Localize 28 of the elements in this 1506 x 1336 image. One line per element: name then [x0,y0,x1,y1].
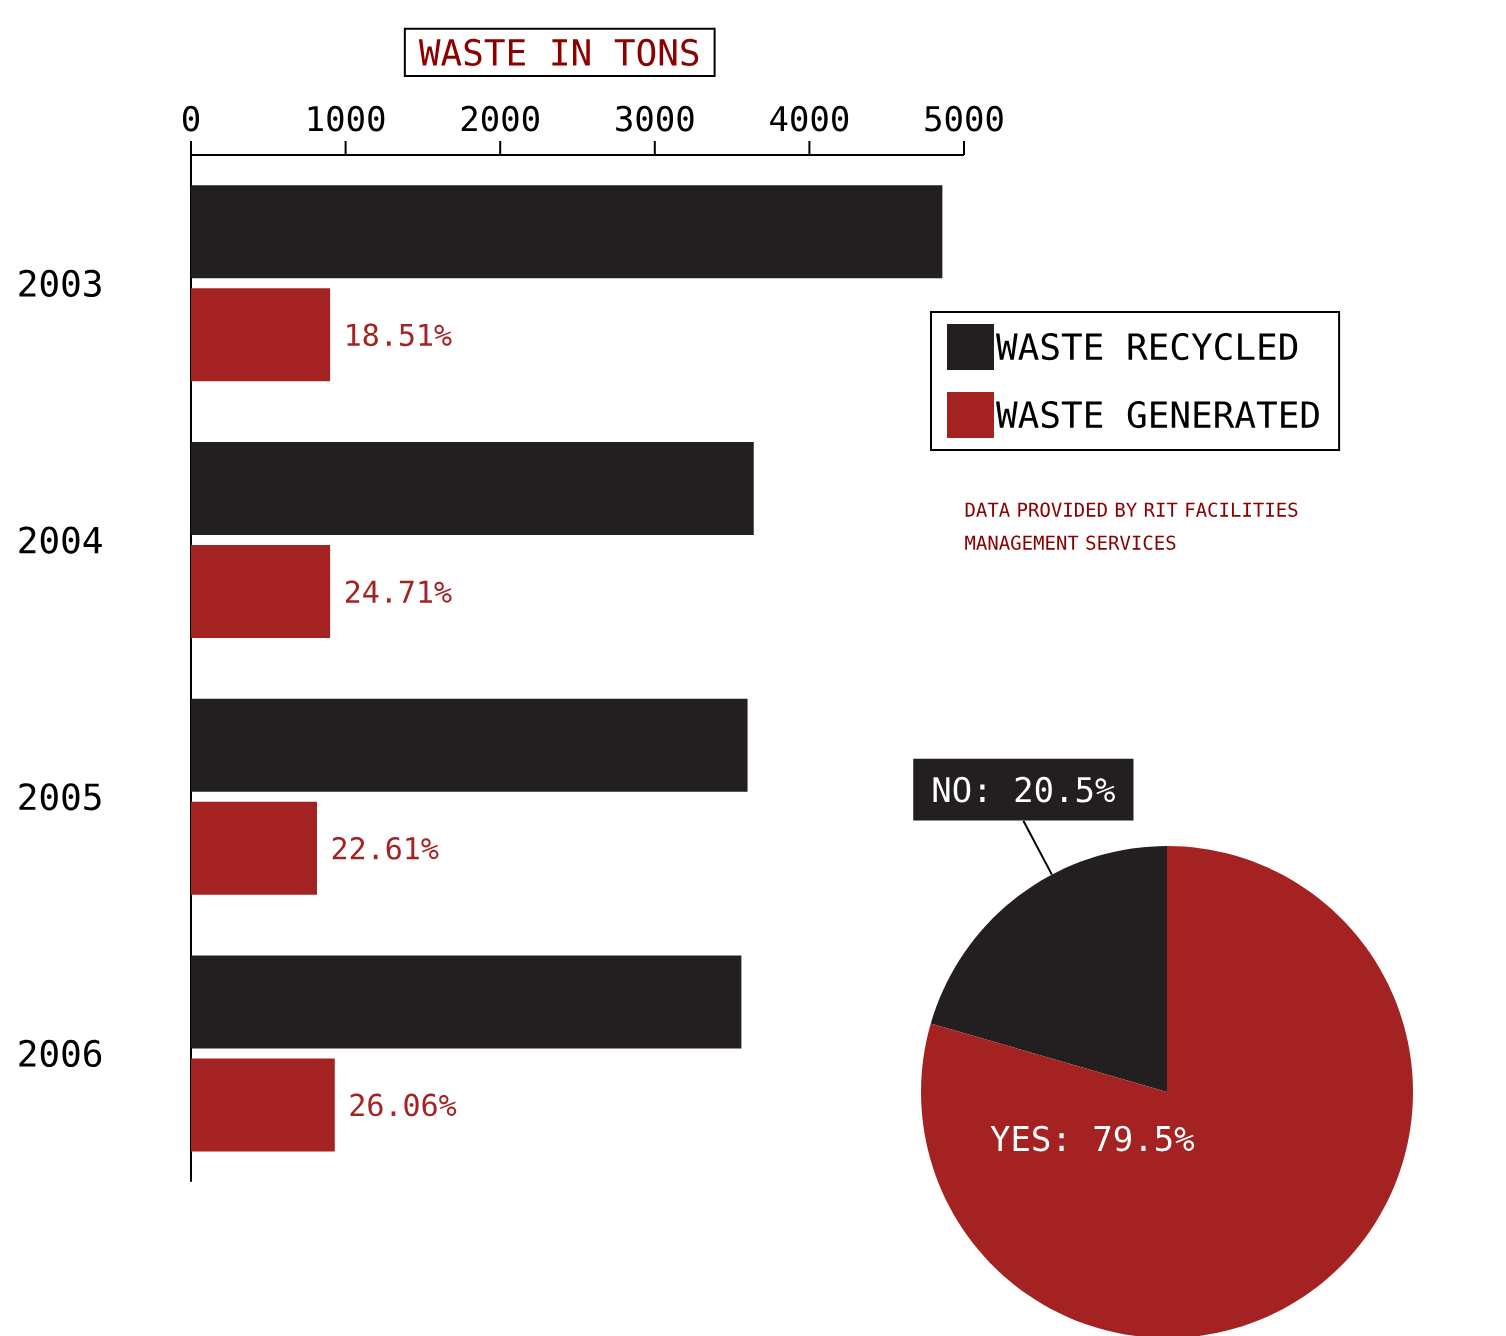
x-tick-label: 5000 [925,105,1003,132]
bar [191,698,748,792]
slice-label: NO: 20.5% [933,776,1115,803]
x-tick-label: 0 [182,105,200,132]
y-tick-label: 2005 [19,783,101,811]
bar [191,288,331,382]
legend-label: WASTE RECYCLED [995,332,1298,361]
annotation: 26.06% [350,1093,457,1117]
bar [191,955,742,1049]
x-tick-label: 1000 [308,105,385,132]
bar [191,185,943,279]
bar [191,801,317,895]
annotation: 18.51% [347,323,452,347]
x-tick-label: 3000 [616,105,694,132]
bar [191,1058,335,1152]
y-tick-label: 2006 [19,1039,102,1068]
text: DATA PROVIDED BY RIT FACILITIES MANAGEMENT SERVICES [965,502,1298,550]
annotation: 24.71% [345,580,452,603]
x-tick-label: 4000 [770,105,849,132]
x-tick-label: 2000 [461,105,539,132]
bar [191,545,331,639]
bar [191,442,754,536]
annotation: 22.61% [332,836,439,860]
chart-title: WASTE IN TONS [418,38,699,67]
y-tick-label: 2004 [19,526,102,554]
legend-label: WASTE GENERATED [995,400,1319,429]
y-tick-label: 2003 [19,269,101,297]
slice-label: YES: 79.5% [990,1125,1195,1152]
